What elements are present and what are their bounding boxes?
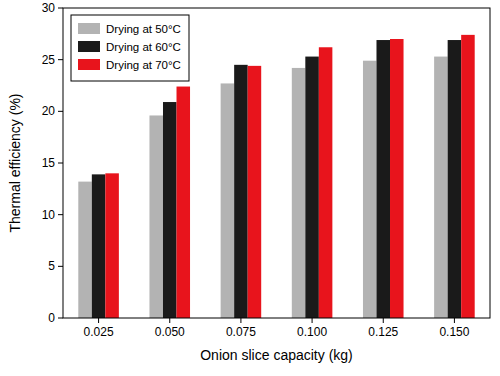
legend-frame — [71, 15, 189, 81]
y-tick-label: 10 — [42, 208, 56, 222]
y-tick — [58, 266, 63, 267]
y-tick-label: 30 — [42, 1, 56, 15]
bar — [177, 87, 191, 318]
x-tick — [312, 318, 313, 323]
y-tick — [58, 59, 63, 60]
y-tick — [58, 318, 63, 319]
bar — [461, 35, 475, 318]
y-tick-label: 5 — [48, 259, 55, 273]
legend-label: Drying at 50°C — [106, 23, 181, 35]
bar — [434, 57, 448, 318]
legend-swatch — [78, 59, 100, 70]
x-tick-label: 0.150 — [439, 325, 469, 339]
x-tick-label: 0.025 — [84, 325, 114, 339]
x-tick — [454, 318, 455, 323]
chart: 0 5 10 15 20 25 30 0.025 0.050 0.075 0.100 0.125 0.1… — [0, 0, 500, 376]
bar — [448, 40, 462, 318]
x-axis-label: Onion slice capacity (kg) — [200, 347, 353, 363]
bar — [78, 182, 92, 318]
x-tick — [240, 318, 241, 323]
bar — [363, 61, 377, 318]
x-tick — [169, 318, 170, 323]
y-tick — [58, 163, 63, 164]
bar — [319, 47, 333, 318]
y-tick — [58, 111, 63, 112]
y-tick — [58, 8, 63, 9]
y-tick-label: 0 — [48, 311, 55, 325]
x-tick — [383, 318, 384, 323]
plot-frame — [63, 8, 490, 318]
bar — [390, 39, 404, 318]
bar — [234, 65, 248, 318]
y-axis-label: Thermal efficiency (%) — [7, 93, 23, 232]
bar — [105, 173, 119, 318]
x-tick-label: 0.100 — [297, 325, 327, 339]
bar — [221, 83, 235, 318]
bar — [305, 57, 319, 318]
bar — [292, 68, 306, 318]
x-tick-label: 0.075 — [226, 325, 256, 339]
bar — [163, 102, 177, 318]
x-tick-label: 0.050 — [155, 325, 185, 339]
y-tick — [58, 214, 63, 215]
legend-swatch — [78, 41, 100, 52]
bar — [376, 40, 390, 318]
y-tick-label: 20 — [42, 104, 56, 118]
bar — [149, 115, 163, 318]
y-tick-label: 15 — [42, 156, 56, 170]
x-tick — [98, 318, 99, 323]
bar — [248, 66, 262, 318]
x-tick-label: 0.125 — [368, 325, 398, 339]
legend-label: Drying at 60°C — [106, 41, 181, 53]
y-tick-label: 25 — [42, 53, 56, 67]
legend-label: Drying at 70°C — [106, 59, 181, 71]
legend: Drying at 50°C Drying at 60°C Drying at 70… — [71, 15, 189, 81]
bar — [92, 174, 106, 318]
legend-swatch — [78, 23, 100, 34]
